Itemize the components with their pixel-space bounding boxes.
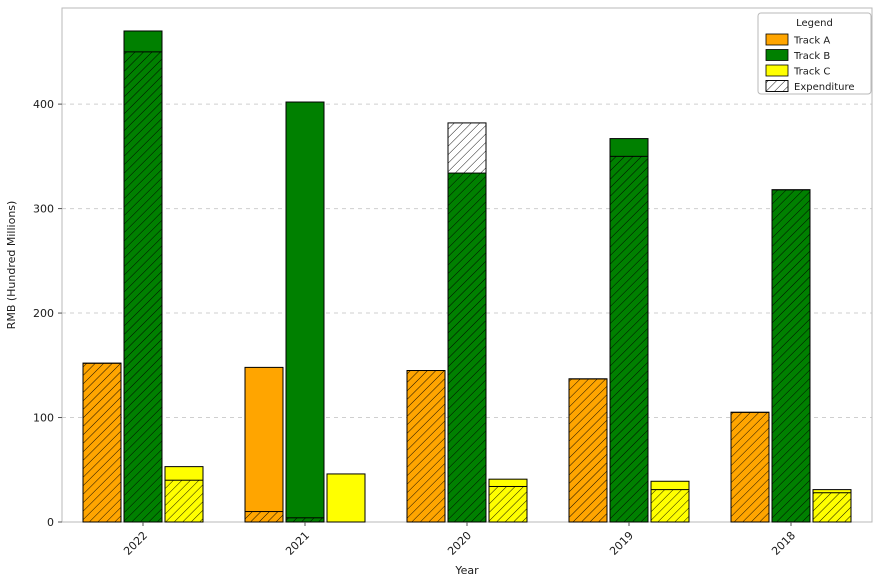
legend-swatch-track-a	[765, 33, 789, 46]
legend-title: Legend	[796, 18, 833, 29]
y-axis-label: RMB (Hundred Millions)	[5, 201, 18, 330]
y-axis: 0 100 200 300 400	[33, 98, 62, 529]
bar-expenditure-track-c-2022	[164, 479, 204, 523]
y-tick-label: 200	[33, 307, 54, 320]
expenditure-bars	[82, 51, 852, 523]
legend-label-track-b: Track B	[793, 51, 830, 62]
legend: Legend Track A Track B Track C Expenditure	[757, 12, 872, 95]
legend-label-expenditure: Expenditure	[794, 82, 855, 93]
legend-label-track-a: Track A	[793, 36, 830, 47]
bar-expenditure-track-c-2019	[650, 489, 690, 523]
bar-expenditure-track-b-2021	[285, 517, 325, 523]
legend-swatch-track-c	[765, 64, 789, 77]
bar-expenditure-track-b-2019	[609, 155, 649, 523]
bar-track-a-2021	[244, 366, 284, 523]
bar-expenditure-track-c-2020	[488, 485, 528, 523]
bar-expenditure-track-b-2018	[771, 189, 811, 523]
bar-expenditure-track-b-2022	[123, 51, 163, 523]
y-tick-label: 400	[33, 98, 54, 111]
bar-track-c-2021	[326, 473, 366, 523]
legend-swatch-track-b	[765, 49, 789, 61]
y-tick-label: 300	[33, 203, 54, 216]
bar-expenditure-track-a-2019	[568, 378, 608, 523]
bar-expenditure-track-a-2020	[406, 370, 446, 523]
bar-expenditure-track-a-2022	[82, 362, 122, 523]
bar-expenditure-track-c-2018	[812, 492, 852, 523]
bar-expenditure-track-b-2020	[447, 122, 487, 523]
legend-swatch-hatch	[765, 80, 789, 92]
legend-label-track-c: Track C	[793, 67, 830, 78]
y-tick-label: 0	[47, 516, 54, 529]
bar-expenditure-track-a-2018	[730, 411, 770, 523]
x-axis-label: Year	[454, 564, 479, 577]
y-tick-label: 100	[33, 412, 54, 425]
bar-expenditure-track-a-2021	[244, 511, 284, 523]
bar-track-b-2021	[285, 101, 325, 523]
